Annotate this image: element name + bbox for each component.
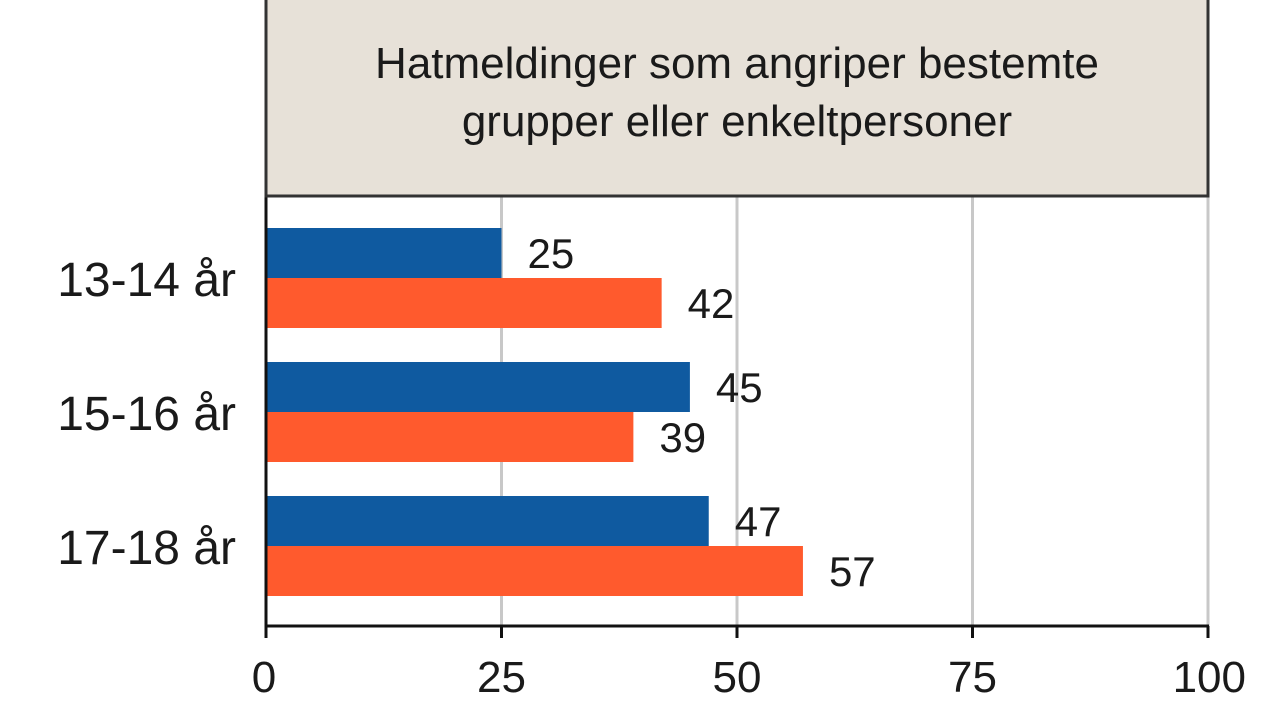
- bar-series-orange-0: [266, 278, 662, 328]
- title-box: [264, 0, 1210, 198]
- axes: [264, 196, 1210, 638]
- bar-series-orange-1: [266, 412, 634, 462]
- category-label-2: 17-18 år: [57, 522, 236, 575]
- x-tick-label-0: 0: [252, 653, 276, 702]
- bars: [266, 228, 803, 596]
- title-line-2: grupper eller enkeltpersoner: [462, 97, 1012, 146]
- data-label-series-orange-1: 39: [659, 414, 706, 461]
- category-label-1: 15-16 år: [57, 388, 236, 441]
- data-label-series-blue-1: 45: [716, 364, 763, 411]
- x-tick-label-75: 75: [948, 653, 997, 702]
- x-tick-label-100: 100: [1173, 653, 1246, 702]
- bar-series-blue-2: [266, 496, 709, 546]
- bar-series-blue-0: [266, 228, 502, 278]
- category-label-0: 13-14 år: [57, 254, 236, 307]
- title-line-1: Hatmeldinger som angriper bestemte: [375, 39, 1099, 88]
- data-label-series-orange-0: 42: [688, 280, 735, 327]
- data-label-series-blue-0: 25: [528, 230, 575, 277]
- data-label-series-blue-2: 47: [735, 498, 782, 545]
- bar-series-blue-1: [266, 362, 690, 412]
- x-tick-label-25: 25: [477, 653, 526, 702]
- data-label-series-orange-2: 57: [829, 548, 876, 595]
- bar-series-orange-2: [266, 546, 803, 596]
- chart-title: Hatmeldinger som angriper bestemte grupp…: [264, 0, 1210, 198]
- x-tick-label-50: 50: [713, 653, 762, 702]
